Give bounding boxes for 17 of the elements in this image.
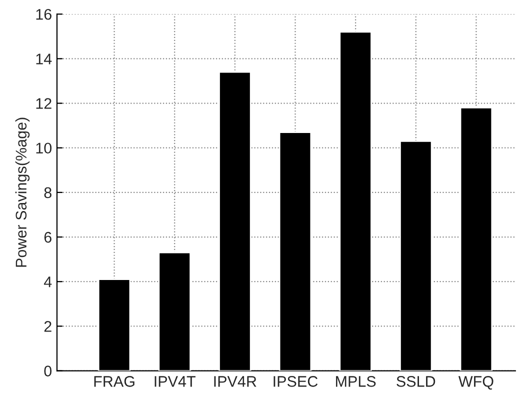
y-axis-title: Power Savings(%age) bbox=[15, 118, 30, 267]
y-tick-label: 0 bbox=[44, 366, 52, 376]
x-tick-label: MPLS bbox=[336, 376, 376, 387]
x-tick-label: IPV4R bbox=[214, 376, 256, 387]
x-tick-label: WFQ bbox=[458, 376, 494, 390]
y-tick-label: 10 bbox=[36, 142, 52, 154]
y-tick-label: 8 bbox=[44, 187, 52, 198]
y-tick-label: 14 bbox=[36, 54, 52, 64]
y-tick-label: 12 bbox=[36, 98, 52, 109]
y-tick-label: 4 bbox=[44, 276, 52, 288]
x-tick-label: IPV4T bbox=[154, 376, 196, 387]
x-tick-label: SSLD bbox=[396, 376, 436, 387]
y-tick-label: 2 bbox=[44, 321, 52, 332]
x-tick-label: IPSEC bbox=[274, 376, 318, 387]
x-tick-label: FRAG bbox=[94, 376, 134, 387]
y-tick-label: 6 bbox=[44, 232, 52, 243]
y-tick-label: 16 bbox=[36, 8, 52, 20]
